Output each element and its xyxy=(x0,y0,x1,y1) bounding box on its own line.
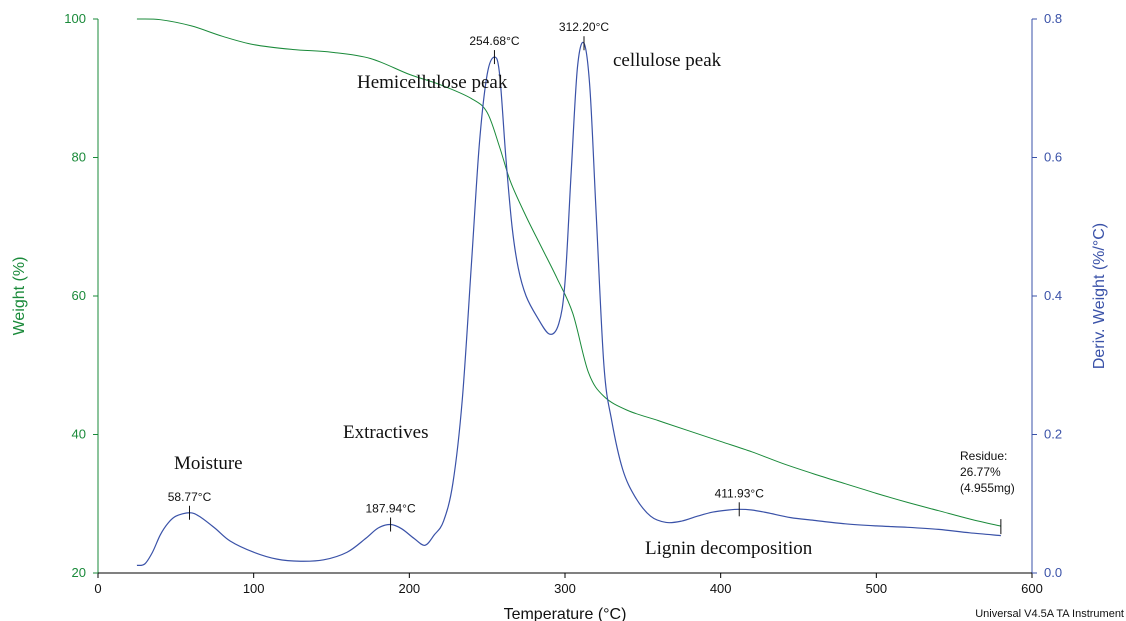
x-tick-label: 0 xyxy=(94,581,101,596)
left-y-axis-title: Weight (%) xyxy=(11,257,28,336)
left-y-tick-label: 100 xyxy=(64,11,86,26)
left-y-tick-label: 20 xyxy=(72,565,86,580)
annotation-lignin-decomposition: Lignin decomposition xyxy=(645,538,813,559)
derivative-weight-curve xyxy=(136,41,1001,567)
right-y-tick-label: 0.4 xyxy=(1044,288,1062,303)
annotation-cellulose-peak: cellulose peak xyxy=(613,50,722,71)
annotation-hemicellulose-peak: Hemicellulose peak xyxy=(357,72,508,93)
instrument-footer: Universal V4.5A TA Instrument xyxy=(975,608,1124,620)
residue-label-line-1: Residue: xyxy=(960,449,1007,463)
residue-label-line-2: 26.77% xyxy=(960,465,1001,479)
right-y-tick-label: 0.8 xyxy=(1044,11,1062,26)
left-y-tick-label: 80 xyxy=(72,150,86,165)
tick-marks xyxy=(93,18,1037,578)
left-y-tick-label: 40 xyxy=(72,427,86,442)
x-tick-label: 100 xyxy=(243,581,265,596)
left-y-tick-label: 60 xyxy=(72,288,86,303)
x-tick-label: 500 xyxy=(865,581,887,596)
x-tick-label: 200 xyxy=(398,581,420,596)
annotation-moisture: Moisture xyxy=(174,453,243,474)
x-axis-title: Temperature (°C) xyxy=(504,606,627,621)
x-tick-label: 600 xyxy=(1021,581,1043,596)
peak-label: 312.20°C xyxy=(559,20,610,34)
x-tick-label: 400 xyxy=(710,581,732,596)
right-y-tick-label: 0.2 xyxy=(1044,427,1062,442)
right-y-axis-title: Deriv. Weight (%/°C) xyxy=(1091,223,1108,369)
x-tick-label: 300 xyxy=(554,581,576,596)
right-y-tick-label: 0.6 xyxy=(1044,150,1062,165)
peak-markers: 58.77°C 187.94°C 254.68°C 312.20°C 411.93°C xyxy=(168,20,765,532)
weight-curve xyxy=(136,18,1001,527)
annotation-extractives: Extractives xyxy=(343,422,428,443)
peak-label: 58.77°C xyxy=(168,490,212,504)
residue-label-line-3: (4.955mg) xyxy=(960,481,1015,495)
right-y-tick-label: 0.0 xyxy=(1044,565,1062,580)
peak-label: 187.94°C xyxy=(365,502,416,516)
peak-label: 411.93°C xyxy=(715,486,765,500)
tick-labels: 0 100 200 300 400 500 600 20 40 60 80 100 0.0 0.2 0.4 0… xyxy=(64,11,1062,596)
peak-label: 254.68°C xyxy=(469,34,520,48)
